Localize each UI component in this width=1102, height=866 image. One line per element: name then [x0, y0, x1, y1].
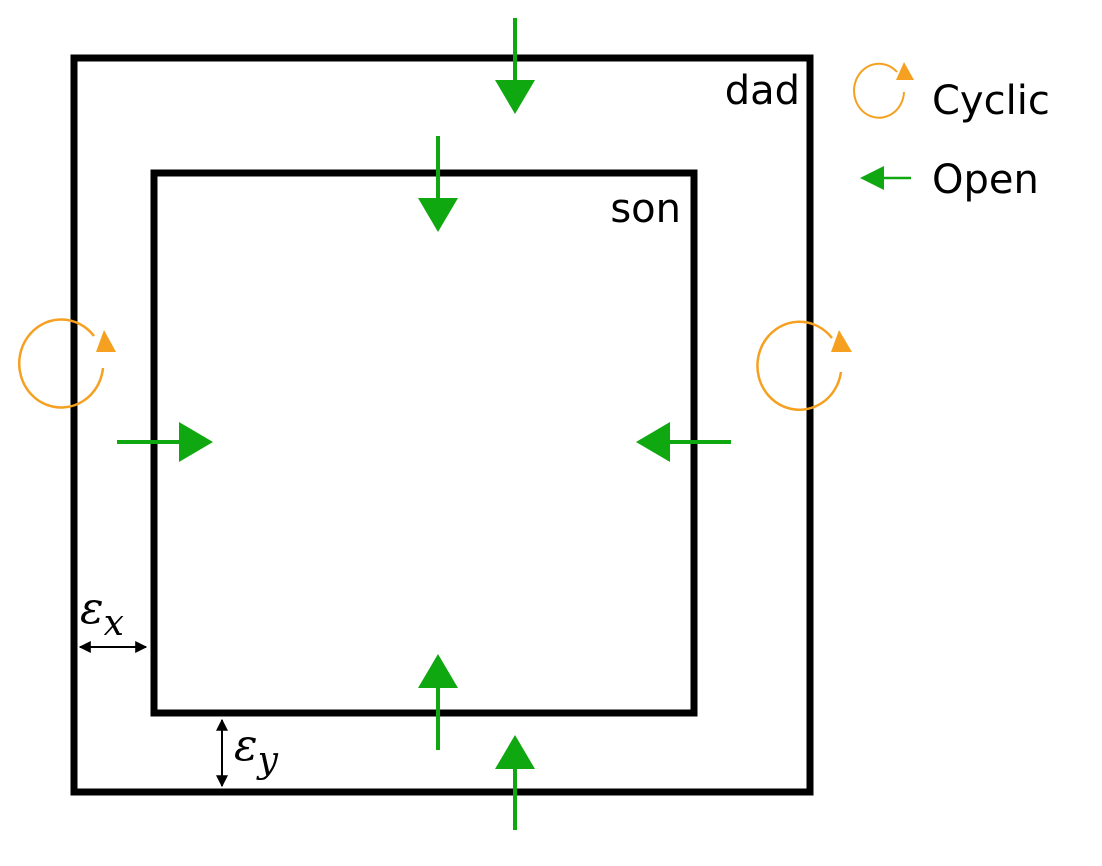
open-arrow-right-inner	[636, 422, 731, 462]
cyclic-arrow-right	[756, 320, 852, 411]
left-arrow-icon	[860, 166, 911, 190]
epsilon-x-label: εx	[80, 583, 124, 644]
epsilon-y-label: εy	[234, 720, 279, 781]
open-arrow-bottom-inner	[418, 654, 458, 750]
legend-cyclic-label: Cyclic	[932, 78, 1050, 124]
dad-box	[70, 54, 814, 796]
cyclic-arrow-left	[17, 318, 116, 409]
legend-open-label: Open	[932, 157, 1039, 203]
legend: Cyclic Open	[853, 62, 1050, 203]
circular-arrow-icon	[853, 62, 914, 119]
son-box	[150, 169, 698, 717]
open-arrow-bottom-outer	[495, 735, 535, 830]
son-label: son	[610, 186, 681, 232]
dad-label: dad	[725, 68, 800, 114]
open-arrow-top-outer	[495, 18, 535, 114]
open-arrow-left-inner	[117, 422, 213, 462]
open-arrow-top-inner	[418, 136, 458, 232]
